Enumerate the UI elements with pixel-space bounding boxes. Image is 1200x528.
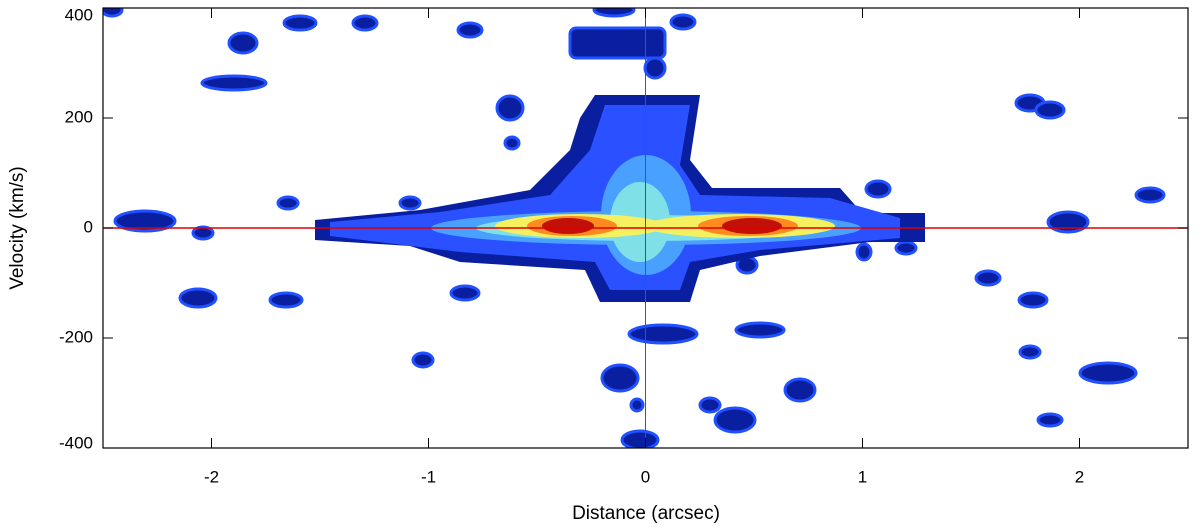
- contour-blob: [698, 396, 722, 414]
- contour-blob: [200, 74, 268, 92]
- contour-blob: [1018, 344, 1042, 360]
- y-axis-title: Velocity (km/s): [7, 166, 28, 290]
- contour-blob: [191, 225, 215, 241]
- contour-blob: [620, 429, 660, 448]
- contour-blob: [627, 323, 699, 345]
- contour-blob: [1036, 412, 1064, 428]
- x-tick-label: 1: [858, 467, 867, 486]
- contour-blob: [974, 269, 1002, 287]
- y-tick-label: 400: [65, 5, 93, 24]
- contour-blob: [449, 284, 481, 302]
- contour-blob: [592, 8, 636, 18]
- y-tick-label: -200: [59, 327, 93, 346]
- contour-blob: [113, 209, 177, 233]
- contour-blob: [713, 406, 757, 434]
- x-tick-label: 2: [1075, 467, 1084, 486]
- contour-blob: [1017, 291, 1049, 309]
- contour-field: [103, 8, 1166, 448]
- x-tick-label: -2: [204, 467, 219, 486]
- x-tick-label: -1: [421, 467, 436, 486]
- contour-blob: [351, 14, 379, 32]
- contour-blob: [864, 179, 892, 199]
- contour-blob: [629, 397, 645, 413]
- contour-blob: [894, 240, 918, 256]
- contour-blob: [178, 287, 218, 309]
- contour-blob: [734, 321, 786, 339]
- y-tick-label: -400: [59, 433, 93, 452]
- contour-blob: [1034, 100, 1066, 120]
- y-tick-label: 0: [84, 217, 93, 236]
- contour-level-7: [542, 218, 594, 234]
- x-tick-label: 0: [641, 467, 650, 486]
- contour-level-7: [722, 218, 782, 234]
- y-tick-label: 200: [65, 107, 93, 126]
- contour-blob: [411, 351, 435, 369]
- contour-blob: [456, 21, 484, 39]
- contour-blob: [783, 377, 817, 403]
- contour-blob: [282, 14, 318, 32]
- contour-blob: [398, 195, 422, 211]
- contour-blob: [1134, 186, 1166, 204]
- contour-blob: [1078, 361, 1138, 385]
- contour-blob: [568, 26, 667, 60]
- contour-blob: [276, 195, 300, 211]
- contour-blob: [600, 363, 640, 393]
- contour-blob: [495, 94, 525, 122]
- contour-blob: [1046, 210, 1090, 234]
- contour-blob: [103, 8, 124, 18]
- contour-blob: [643, 56, 667, 80]
- contour-blobs: [103, 8, 1166, 448]
- contour-blob: [855, 242, 873, 262]
- x-axis-title: Distance (arcsec): [572, 503, 720, 524]
- contour-blob: [503, 135, 521, 151]
- contour-blob: [669, 13, 697, 31]
- contour-blob: [227, 31, 259, 55]
- contour-blob: [268, 291, 304, 309]
